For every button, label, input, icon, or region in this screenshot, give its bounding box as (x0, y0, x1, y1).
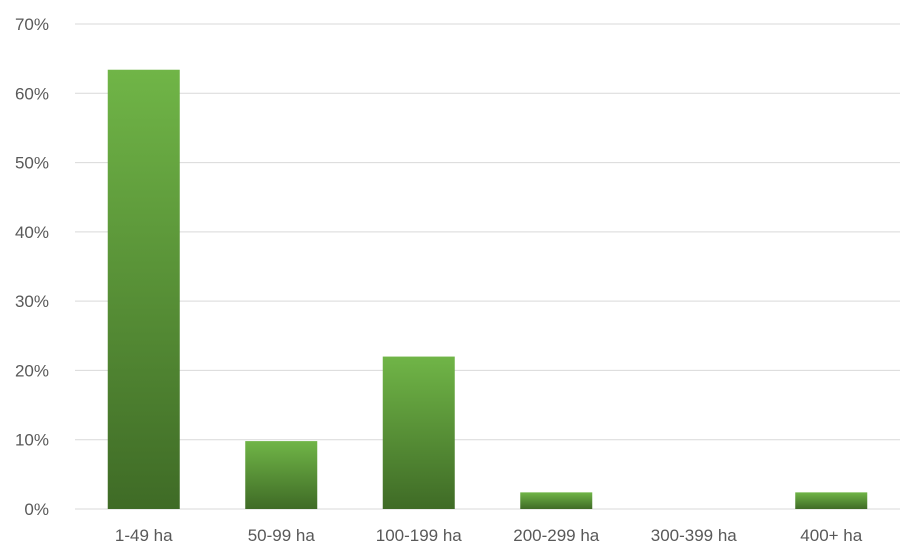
y-axis-tick-labels: 0% 10% 20% 30% 40% 50% 60% 70% (15, 15, 49, 519)
x-tick-label: 100-199 ha (376, 526, 463, 545)
x-axis-tick-labels: 1-49 ha 50-99 ha 100-199 ha 200-299 ha 300-3… (115, 526, 863, 545)
bar (107, 69, 180, 509)
y-tick-label: 50% (15, 154, 49, 173)
x-tick-label: 400+ ha (800, 526, 862, 545)
y-tick-label: 40% (15, 223, 49, 242)
y-tick-label: 10% (15, 431, 49, 450)
bar (245, 441, 318, 509)
y-tick-label: 20% (15, 361, 49, 380)
y-tick-label: 30% (15, 292, 49, 311)
bar (795, 492, 868, 509)
x-tick-label: 1-49 ha (115, 526, 173, 545)
x-tick-label: 50-99 ha (248, 526, 316, 545)
x-tick-label: 300-399 ha (651, 526, 738, 545)
bars (107, 69, 868, 509)
y-tick-label: 60% (15, 84, 49, 103)
bar (382, 356, 455, 509)
x-tick-label: 200-299 ha (513, 526, 600, 545)
y-tick-label: 70% (15, 15, 49, 34)
gridlines (75, 23, 900, 510)
y-tick-label: 0% (24, 500, 49, 519)
bar (520, 492, 593, 509)
